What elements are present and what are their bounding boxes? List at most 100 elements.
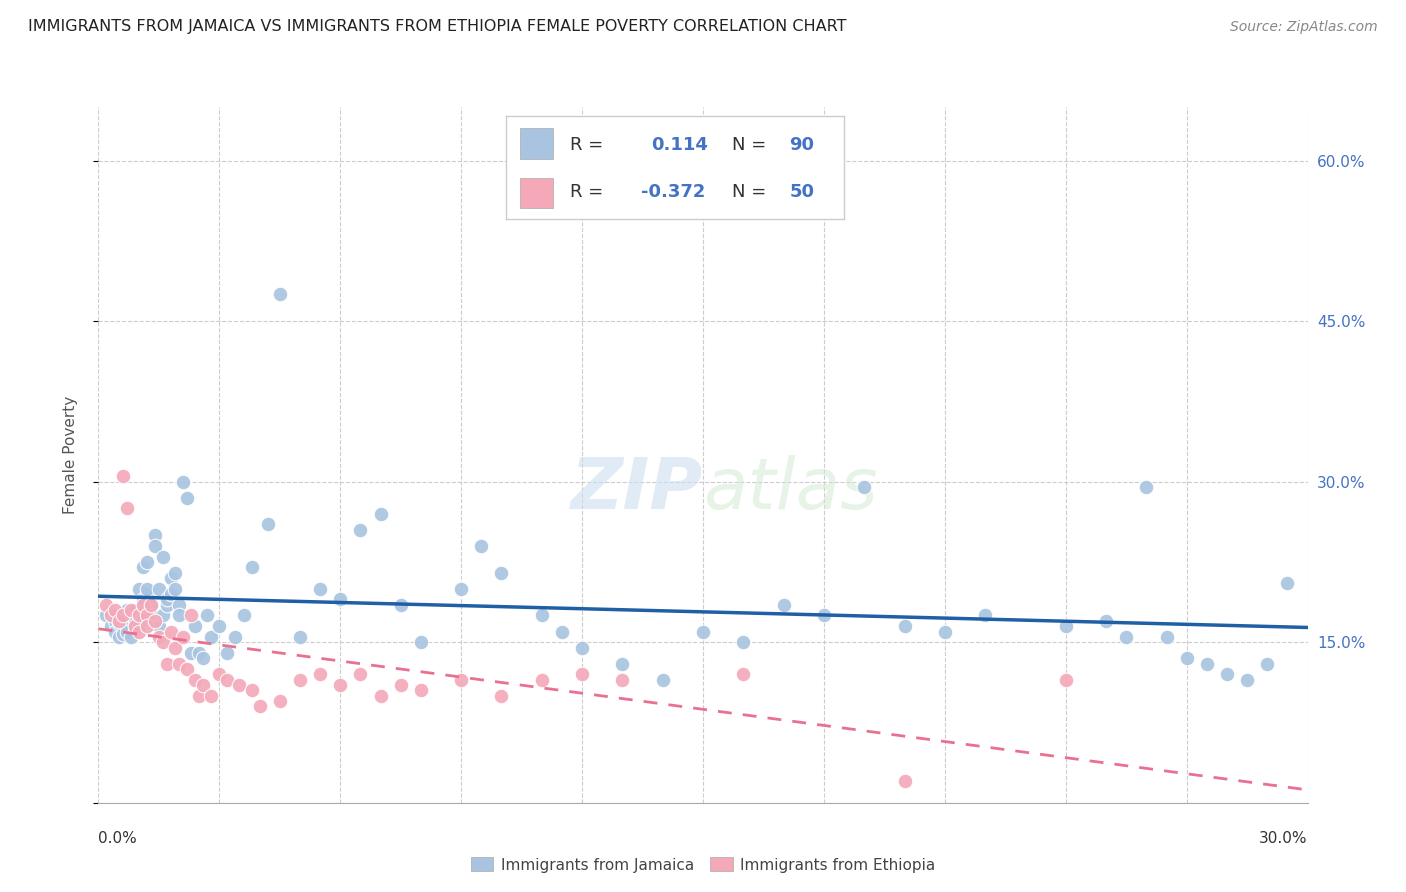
Point xyxy=(309,582,332,596)
Point xyxy=(111,626,134,640)
Point xyxy=(195,608,218,623)
Point xyxy=(450,582,472,596)
Point xyxy=(167,598,190,612)
Point xyxy=(139,598,162,612)
Point xyxy=(120,630,142,644)
Point xyxy=(491,566,513,580)
Legend: Immigrants from Jamaica, Immigrants from Ethiopia: Immigrants from Jamaica, Immigrants from… xyxy=(464,851,942,879)
Point xyxy=(224,630,246,644)
Point xyxy=(124,619,146,633)
Text: 0.0%: 0.0% xyxy=(98,831,138,846)
Text: 30.0%: 30.0% xyxy=(1260,831,1308,846)
Point xyxy=(143,539,166,553)
Point xyxy=(107,630,129,644)
Text: 0.114: 0.114 xyxy=(651,136,709,153)
Point xyxy=(135,619,157,633)
Point xyxy=(132,592,155,607)
Text: N =: N = xyxy=(733,136,766,153)
Point xyxy=(1175,651,1198,665)
Point xyxy=(249,699,271,714)
Point xyxy=(107,615,129,630)
Point xyxy=(148,630,170,644)
Y-axis label: Female Poverty: Female Poverty xyxy=(63,396,77,514)
Text: N =: N = xyxy=(733,183,766,201)
Point xyxy=(103,624,125,639)
Point xyxy=(612,657,634,671)
Point xyxy=(612,673,634,687)
Point xyxy=(974,608,997,623)
Point xyxy=(208,667,231,681)
FancyBboxPatch shape xyxy=(520,128,554,159)
Point xyxy=(193,651,215,665)
Point xyxy=(893,619,915,633)
Point xyxy=(288,673,311,687)
Point xyxy=(370,507,392,521)
Point xyxy=(409,635,432,649)
Text: -0.372: -0.372 xyxy=(641,183,706,201)
Point xyxy=(124,619,146,633)
Point xyxy=(180,608,202,623)
Point xyxy=(132,560,155,574)
Point xyxy=(530,673,553,687)
Point xyxy=(1195,657,1218,671)
Point xyxy=(329,592,352,607)
Point xyxy=(309,667,332,681)
Point xyxy=(135,582,157,596)
Point xyxy=(156,592,179,607)
Point xyxy=(200,630,222,644)
Point xyxy=(103,603,125,617)
Point xyxy=(349,667,371,681)
Text: Source: ZipAtlas.com: Source: ZipAtlas.com xyxy=(1230,21,1378,34)
Point xyxy=(100,608,122,623)
Point xyxy=(240,560,263,574)
Point xyxy=(200,689,222,703)
Point xyxy=(240,683,263,698)
Point xyxy=(1216,667,1239,681)
Point xyxy=(143,614,166,628)
Point xyxy=(96,608,118,623)
Point xyxy=(128,619,150,633)
Point xyxy=(128,582,150,596)
Point xyxy=(349,523,371,537)
Point xyxy=(1236,673,1258,687)
Point xyxy=(152,635,174,649)
Point xyxy=(733,635,755,649)
Point xyxy=(450,673,472,687)
Point xyxy=(288,630,311,644)
Point xyxy=(934,624,956,639)
Text: ZIP: ZIP xyxy=(571,455,703,524)
Point xyxy=(256,517,278,532)
Point xyxy=(100,619,122,633)
Point xyxy=(389,678,412,692)
FancyBboxPatch shape xyxy=(520,178,554,208)
Point xyxy=(172,630,194,644)
Point xyxy=(1135,480,1157,494)
Point xyxy=(163,566,186,580)
Point xyxy=(107,614,129,628)
Point xyxy=(1054,673,1077,687)
Point xyxy=(132,598,155,612)
Point xyxy=(1256,657,1278,671)
Point xyxy=(132,598,155,612)
Point xyxy=(269,694,291,708)
Point xyxy=(163,582,186,596)
Point xyxy=(1156,630,1178,644)
Point xyxy=(228,678,250,692)
Point xyxy=(124,612,146,626)
Point xyxy=(111,608,134,623)
Point xyxy=(152,549,174,564)
Point xyxy=(128,608,150,623)
Point xyxy=(96,598,118,612)
Point xyxy=(103,614,125,628)
Point xyxy=(128,624,150,639)
Point xyxy=(115,501,138,516)
Text: IMMIGRANTS FROM JAMAICA VS IMMIGRANTS FROM ETHIOPIA FEMALE POVERTY CORRELATION C: IMMIGRANTS FROM JAMAICA VS IMMIGRANTS FR… xyxy=(28,20,846,34)
Point xyxy=(571,640,593,655)
Point xyxy=(148,619,170,633)
Point xyxy=(232,608,254,623)
Point xyxy=(1277,576,1299,591)
Point xyxy=(148,582,170,596)
Point xyxy=(111,612,134,626)
Point xyxy=(1054,619,1077,633)
Point xyxy=(651,673,673,687)
